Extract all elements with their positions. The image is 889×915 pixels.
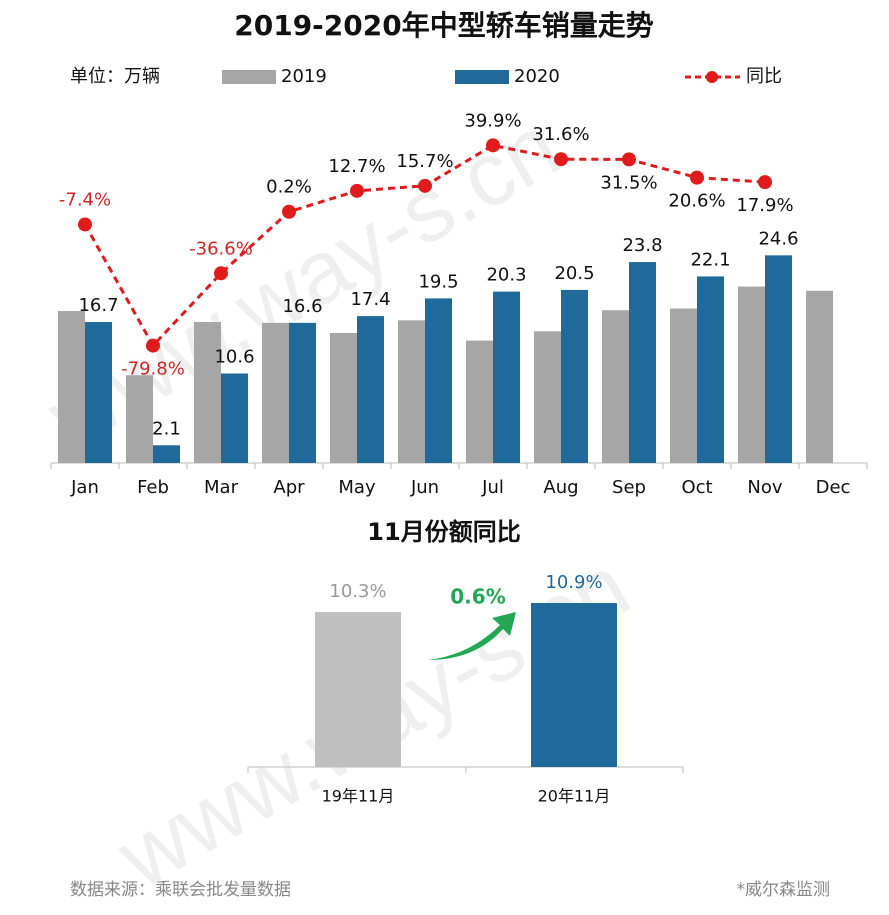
data-label: 0.2% [266,177,312,198]
marker [146,338,160,353]
bar [398,320,425,463]
data-label: 10.9% [545,572,602,593]
data-label: 17.4 [350,289,390,310]
data-label: 19.5 [418,271,458,292]
bar [153,445,180,463]
marker [690,170,704,185]
data-label: 12.7% [328,156,385,177]
data-label: 16.6 [282,296,322,317]
legend-label: 2019 [281,66,327,87]
x-tick-label: Sep [612,477,646,498]
data-label: -79.8% [121,359,185,380]
bar [602,310,629,463]
data-label: 39.9% [464,110,521,131]
bar [58,311,85,463]
bar [315,612,401,767]
legend-swatch [222,70,276,84]
x-tick-label: Jun [410,477,439,498]
legend: 2019 2020 同比 [222,66,782,87]
bar [765,255,792,463]
bar [289,322,316,463]
x-tick-label: Nov [747,477,782,498]
x-tick-label: Apr [273,477,305,498]
marker [214,266,228,281]
x-tick-label: Aug [543,477,578,498]
bar [194,322,221,463]
data-label: 20.5 [554,263,594,284]
bar [262,322,289,463]
x-tick-label: Oct [681,477,712,498]
x-tick-label: Feb [137,477,169,498]
source: 数据来源：乘联会批发量数据 [70,880,291,900]
data-label: 15.7% [396,151,453,172]
bar [561,289,588,463]
data-label: 24.6 [758,228,798,249]
x-tick-label: Mar [204,477,239,498]
marker [282,204,296,219]
bar [425,298,452,463]
x-tick-label: Jan [70,477,99,498]
bar [126,375,153,463]
data-label: 31.5% [600,172,657,193]
x-tick-label: Jul [481,477,504,498]
bar [221,373,248,463]
marker [758,175,772,190]
bar [738,286,765,463]
x-tick-label: May [338,477,376,498]
bar [534,331,561,463]
annotation: 0.6% [450,585,505,609]
bar [357,316,384,463]
legend-swatch [455,70,509,84]
bar [466,340,493,463]
data-label: 10.3% [329,581,386,602]
unit-label: 单位：万辆 [70,66,160,87]
bar [531,603,617,767]
data-label: 10.6 [214,347,254,368]
bar [806,290,833,463]
data-label: 20.6% [668,191,725,212]
bar [670,308,697,463]
data-label: 20.3 [486,265,526,286]
data-label: 23.8 [622,235,662,256]
marker [418,178,432,193]
arrow [428,612,516,660]
x-tick-label: 19年11月 [322,787,395,806]
data-label: 17.9% [736,195,793,216]
data-label: 22.1 [690,249,730,270]
data-label: -7.4% [59,189,111,210]
bar [493,291,520,463]
legend-label: 2020 [514,66,560,87]
note: *威尔森监测 [737,880,831,900]
data-label: 16.7 [78,295,118,316]
bar [697,276,724,463]
bar [85,322,112,463]
marker [350,183,364,198]
chart-title: 11月份额同比 [367,518,520,546]
legend-label: 同比 [746,66,782,87]
data-label: -36.6% [189,238,253,259]
x-tick-label: Dec [816,477,851,498]
marker [78,217,92,232]
chart-title: 2019-2020年中型轿车销量走势 [234,9,653,42]
data-label: 2.1 [152,418,181,439]
bar [629,262,656,463]
marker [554,152,568,167]
bar [330,332,357,463]
x-tick-label: 20年11月 [538,787,611,806]
data-label: 31.6% [532,124,589,145]
marker [486,138,500,153]
marker [622,152,636,167]
legend-marker [706,71,718,83]
